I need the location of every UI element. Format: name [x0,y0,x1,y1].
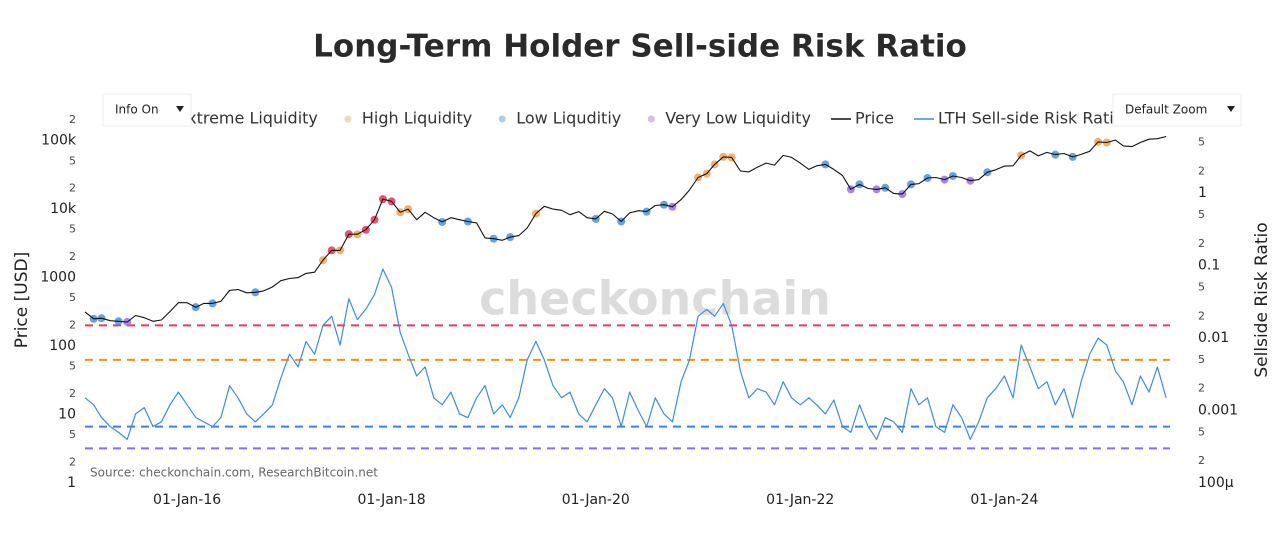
y-tick-label: 1 [67,475,76,491]
y2-tick-label: 0.01 [1198,330,1229,346]
y-tick-label: 100k [41,133,77,149]
dropdown-arrow [176,106,184,112]
x-tick-label: 01-Jan-22 [766,492,834,508]
y2-tick-label: 1 [1198,185,1207,201]
info-dropdown[interactable]: Info On [102,93,192,127]
y2-tick-label: 100μ [1198,475,1234,491]
dropdown-label: Info On [115,103,159,117]
x-tick-label: 01-Jan-20 [562,492,630,508]
y2-tick-label: 5 [1198,136,1205,149]
x-tick-label: 01-Jan-16 [153,492,221,508]
y-tick-label: 5 [69,223,76,236]
source-note: Source: checkonchain.com, ResearchBitcoi… [90,466,378,480]
dropdown-label: Default Zoom [1125,103,1207,117]
y-tick-label: 1000 [40,270,76,286]
plot-underlay: checkonchain 1 2 5 10 2 5 100 2 5 1000 2 5 10k 2 5 100k 2… [40,113,1238,508]
dropdown-box [1112,93,1242,127]
ratio-line [84,268,1167,440]
legend-label: Very Low Liquidity [665,109,811,128]
legend: Extreme Liquidity High Liquidity Low Liqud… [159,109,1123,128]
y-tick-label: 2 [69,182,76,195]
y2-tick-label: 5 [1198,425,1205,438]
y2-tick-label: 5 [1198,280,1205,293]
y-tick-label: 5 [69,154,76,167]
legend-marker [344,115,352,123]
price-line [84,135,1167,323]
dropdown-arrow [1227,106,1235,112]
y2-tick-label: 2 [1198,309,1205,322]
legend-marker [498,115,506,123]
y2-tick-label: 0.001 [1198,403,1238,419]
legend-label: LTH Sell-side Risk Ratio [938,109,1123,128]
y-tick-label: 5 [69,291,76,304]
y2-axis-title: Sellside Risk Ratio [1252,222,1272,377]
y-tick-label: 2 [69,113,76,126]
watermark: checkonchain [479,272,831,326]
y-tick-label: 2 [69,387,76,400]
dropdown-box [102,93,192,127]
y2-tick-label: 2 [1198,164,1205,177]
y2-tick-label: 5 [1198,353,1205,366]
x-tick-label: 01-Jan-18 [358,492,426,508]
plot-area [84,135,1170,450]
y-axis-title: Price [USD] [12,252,32,348]
y-tick-label: 10k [50,201,77,217]
y2-tick-label: 5 [1198,208,1205,221]
y-tick-label: 2 [69,250,76,263]
legend-label: High Liquidity [362,109,472,128]
y-tick-label: 5 [69,428,76,441]
y2-tick-label: 2 [1198,454,1205,467]
chart-title: Long-Term Holder Sell-side Risk Ratio [313,29,967,65]
y-tick-label: 2 [69,455,76,468]
legend-label: Extreme Liquidity [177,109,318,128]
y-tick-label: 5 [69,360,76,373]
legend-label: Low Liquditiy [516,109,621,128]
y2-tick-label: 2 [1198,382,1205,395]
y-tick-label: 10 [58,407,76,423]
zoom-dropdown[interactable]: Default Zoom [1112,93,1242,127]
y2-tick-label: 0.1 [1198,258,1220,274]
y2-tick-label: 2 [1198,237,1205,250]
legend-label: Price [855,109,894,128]
y-tick-label: 100 [49,338,76,354]
y-tick-label: 2 [69,318,76,331]
legend-marker [647,115,655,123]
x-tick-label: 01-Jan-24 [970,492,1038,508]
